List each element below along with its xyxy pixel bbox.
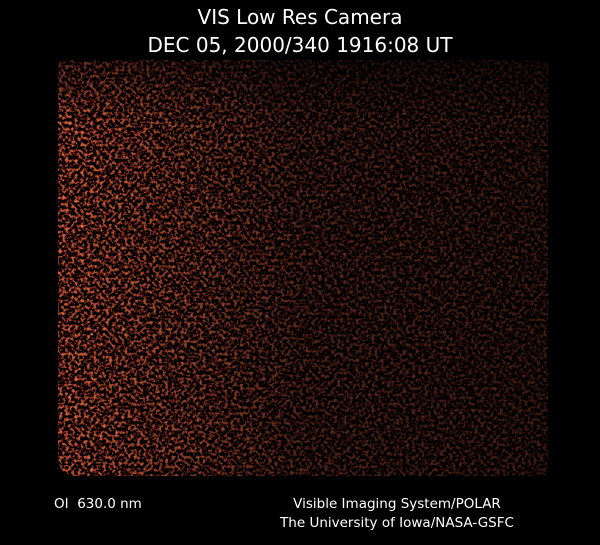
top-fade bbox=[58, 60, 548, 476]
timestamp: DEC 05, 2000/340 1916:08 UT bbox=[148, 33, 454, 57]
institution: The University of Iowa/NASA-GSFC bbox=[279, 515, 514, 531]
instrument: Visible Imaging System/POLAR bbox=[293, 496, 501, 512]
wavelength: OI 630.0 nm bbox=[54, 496, 142, 512]
aurora-image bbox=[58, 60, 548, 476]
title: VIS Low Res Camera bbox=[198, 5, 403, 29]
